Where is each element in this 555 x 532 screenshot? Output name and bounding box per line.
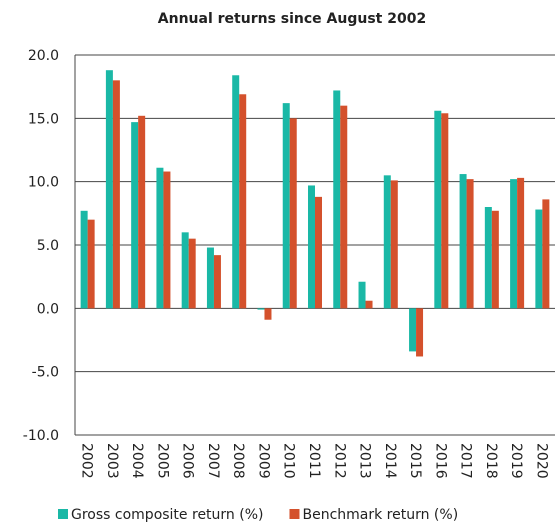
y-tick-label: 15.0 bbox=[28, 111, 59, 127]
bar bbox=[112, 80, 120, 309]
bar bbox=[466, 179, 474, 309]
bar bbox=[434, 110, 442, 309]
x-tick-label: 2007 bbox=[205, 443, 221, 479]
bar bbox=[206, 247, 214, 309]
bar bbox=[484, 207, 492, 309]
bar bbox=[535, 209, 543, 309]
bar bbox=[105, 70, 113, 309]
bar bbox=[156, 167, 164, 309]
legend-label: Benchmark return (%) bbox=[302, 507, 458, 523]
bar bbox=[289, 118, 297, 309]
bar bbox=[333, 90, 341, 309]
y-tick-label: 20.0 bbox=[28, 48, 59, 64]
bar bbox=[491, 210, 499, 309]
bar bbox=[181, 232, 189, 309]
chart-title: Annual returns since August 2002 bbox=[158, 11, 426, 27]
x-tick-label: 2019 bbox=[508, 443, 524, 479]
x-tick-label: 2018 bbox=[483, 443, 499, 479]
x-tick-label: 2004 bbox=[129, 443, 145, 479]
bar bbox=[213, 255, 221, 309]
bar bbox=[409, 308, 417, 352]
x-tick-label: 2017 bbox=[458, 443, 474, 479]
bar bbox=[340, 105, 348, 309]
bar bbox=[131, 122, 139, 309]
y-tick-label: 0.0 bbox=[37, 301, 59, 317]
x-tick-label: 2013 bbox=[357, 443, 373, 479]
bar bbox=[390, 180, 398, 309]
bar bbox=[510, 179, 518, 309]
x-tick-label: 2014 bbox=[382, 443, 398, 479]
x-tick-label: 2011 bbox=[306, 443, 322, 479]
bar bbox=[264, 308, 272, 320]
legend-label: Gross composite return (%) bbox=[71, 507, 263, 523]
x-tick-label: 2015 bbox=[407, 443, 423, 479]
x-tick-label: 2009 bbox=[255, 443, 271, 479]
x-tick-label: 2016 bbox=[432, 443, 448, 479]
bar bbox=[308, 185, 315, 309]
bar bbox=[257, 308, 265, 310]
bar bbox=[239, 94, 247, 309]
bar bbox=[138, 115, 146, 309]
bar bbox=[232, 75, 240, 309]
bar bbox=[365, 300, 373, 309]
legend-swatch bbox=[289, 509, 300, 519]
x-tick-label: 2020 bbox=[533, 443, 549, 479]
x-tick-label: 2002 bbox=[79, 443, 95, 479]
bar bbox=[282, 103, 290, 309]
y-tick-label: -10.0 bbox=[23, 428, 59, 444]
bar bbox=[315, 196, 322, 309]
bar bbox=[80, 210, 88, 309]
bar bbox=[188, 238, 196, 309]
bar bbox=[87, 219, 95, 309]
bar bbox=[416, 308, 424, 357]
x-tick-label: 2010 bbox=[281, 443, 297, 479]
x-tick-label: 2006 bbox=[180, 443, 196, 479]
bar bbox=[459, 174, 467, 309]
y-tick-label: -5.0 bbox=[32, 365, 59, 381]
bar bbox=[163, 171, 171, 309]
x-tick-label: 2003 bbox=[104, 443, 120, 479]
legend-swatch bbox=[58, 509, 68, 519]
x-tick-label: 2012 bbox=[331, 443, 347, 479]
bar bbox=[358, 281, 366, 309]
y-tick-label: 5.0 bbox=[37, 238, 59, 254]
bar bbox=[441, 113, 449, 309]
bar bbox=[517, 177, 525, 309]
bar bbox=[542, 199, 550, 309]
bar bbox=[383, 175, 391, 309]
x-tick-label: 2008 bbox=[230, 443, 246, 479]
y-tick-label: 10.0 bbox=[28, 175, 59, 191]
x-tick-label: 2005 bbox=[154, 443, 170, 479]
